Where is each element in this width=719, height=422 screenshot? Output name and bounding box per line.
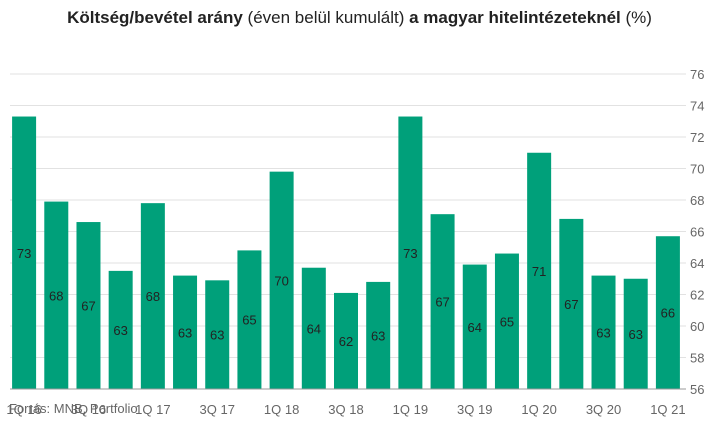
x-tick-label: 3Q 19 [457, 402, 492, 417]
data-label: 62 [339, 334, 353, 349]
bar [398, 116, 423, 390]
title-subject: a magyar hitelintézeteknél [409, 8, 621, 27]
bar [334, 292, 358, 389]
bar [173, 275, 198, 389]
x-tick-label: 1Q 17 [135, 402, 170, 417]
bar [237, 250, 262, 389]
data-label: 67 [81, 299, 95, 314]
bar [12, 116, 37, 390]
bar [430, 214, 455, 389]
bar [140, 203, 165, 389]
y-tick-label: 76 [690, 67, 704, 82]
y-tick-label: 74 [690, 99, 704, 114]
bar [462, 264, 487, 389]
data-label: 63 [113, 323, 127, 338]
bar [366, 281, 391, 389]
bar [494, 253, 519, 389]
data-label: 68 [49, 288, 63, 303]
bar [527, 152, 552, 389]
data-label: 68 [146, 289, 160, 304]
data-label: 73 [17, 246, 31, 261]
bar [205, 280, 230, 389]
data-label: 67 [564, 297, 578, 312]
bar [655, 236, 680, 389]
data-label: 70 [274, 273, 288, 288]
title-main: Költség/bevétel arány [67, 8, 243, 27]
bar [623, 278, 648, 389]
data-label: 63 [628, 327, 642, 342]
data-label: 73 [403, 246, 417, 261]
y-tick-label: 70 [690, 162, 704, 177]
data-label: 64 [468, 320, 482, 335]
bar [76, 222, 101, 389]
y-tick-label: 56 [690, 382, 704, 397]
y-tick-label: 64 [690, 256, 704, 271]
x-tick-label: 1Q 20 [521, 402, 556, 417]
x-tick-label: 1Q 16 [6, 402, 41, 417]
bar [269, 171, 294, 389]
data-label: 67 [435, 295, 449, 310]
x-tick-label: 3Q 16 [71, 402, 106, 417]
x-tick-label: 1Q 19 [393, 402, 428, 417]
x-tick-label: 3Q 20 [586, 402, 621, 417]
data-label: 63 [178, 325, 192, 340]
y-tick-label: 66 [690, 225, 704, 240]
data-label: 65 [500, 314, 514, 329]
source-note: Forrás: MNB, Portfolio [9, 401, 138, 416]
y-tick-label: 68 [690, 193, 704, 208]
data-label: 63 [596, 325, 610, 340]
data-label: 63 [371, 328, 385, 343]
x-tick-label: 3Q 18 [328, 402, 363, 417]
y-tick-label: 72 [690, 130, 704, 145]
data-label: 64 [307, 321, 321, 336]
x-tick-label: 3Q 17 [200, 402, 235, 417]
data-label: 66 [661, 306, 675, 321]
y-tick-label: 62 [690, 288, 704, 303]
bar [108, 270, 133, 389]
bar [559, 218, 584, 389]
chart-title: Költség/bevétel arány (éven belül kumulá… [0, 8, 719, 28]
x-tick-label: 1Q 18 [264, 402, 299, 417]
y-tick-label: 58 [690, 351, 704, 366]
data-label: 63 [210, 328, 224, 343]
bar [301, 267, 326, 389]
data-label: 71 [532, 264, 546, 279]
y-tick-label: 60 [690, 319, 704, 334]
bar [44, 201, 69, 389]
title-paren: (éven belül kumulált) [242, 8, 410, 27]
title-unit: (%) [620, 8, 652, 27]
bar [591, 275, 616, 389]
data-label: 65 [242, 313, 256, 328]
x-tick-label: 1Q 21 [650, 402, 685, 417]
